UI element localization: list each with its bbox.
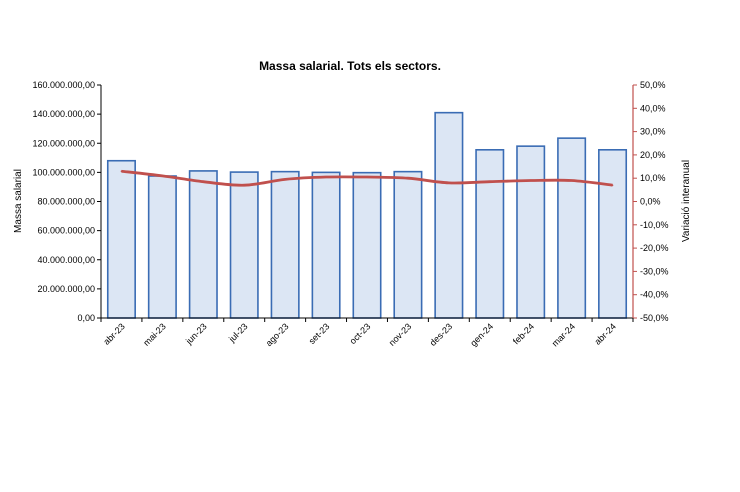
y-tick-label-right: -50,0% <box>640 313 669 323</box>
line-layer <box>120 169 614 187</box>
x-tick-label: abr-23 <box>101 321 126 346</box>
y-tick-label-right: 20,0% <box>640 150 666 160</box>
y-axis-title-left: Massa salarial <box>13 169 24 233</box>
y-tick-label-left: 60.000.000,00 <box>37 226 95 236</box>
bar <box>434 111 464 319</box>
y-tick-label-right: 30,0% <box>640 127 666 137</box>
bar <box>393 170 423 319</box>
x-tick-label: jun-23 <box>183 321 208 346</box>
line-point <box>325 176 327 178</box>
line-point <box>202 180 205 183</box>
y-tick-label-left: 140.000.000,00 <box>32 109 95 119</box>
line-point <box>366 176 368 178</box>
y-tick-label-left: 160.000.000,00 <box>32 80 95 90</box>
x-tick-label: abr-24 <box>592 321 617 346</box>
x-tick-label: des-23 <box>428 321 455 348</box>
bar <box>352 171 382 319</box>
line-point <box>284 178 286 181</box>
x-tick-label: gen-24 <box>468 321 495 348</box>
y-tick-label-left: 120.000.000,00 <box>32 138 95 148</box>
x-tick-label: set-23 <box>307 321 332 346</box>
chart-title: Massa salarial. Tots els sectors. <box>259 59 441 73</box>
y-tick-label-right: 10,0% <box>640 173 666 183</box>
y-tick-label-right: -20,0% <box>640 243 669 253</box>
bar <box>598 149 628 319</box>
bar <box>475 149 505 319</box>
x-tick-label: jul-23 <box>226 321 249 344</box>
line-point <box>161 175 164 177</box>
y-tick-label-left: 100.000.000,00 <box>32 167 95 177</box>
bar <box>270 170 300 319</box>
line-point <box>120 170 123 173</box>
y-tick-label-left: 80.000.000,00 <box>37 197 95 207</box>
line-point <box>570 179 573 182</box>
x-tick-label: mai-23 <box>141 321 168 348</box>
y-tick-label-left: 40.000.000,00 <box>37 255 95 265</box>
bar <box>188 170 218 319</box>
line-point <box>448 182 450 184</box>
y-tick-label-right: -30,0% <box>640 266 669 276</box>
bar <box>229 171 259 319</box>
y-tick-label-right: -10,0% <box>640 220 669 230</box>
x-tick-label: feb-24 <box>511 321 536 346</box>
bar <box>557 137 587 319</box>
bar <box>147 175 177 319</box>
y-tick-label-left: 0,00 <box>77 313 95 323</box>
bar <box>106 159 136 319</box>
y-tick-label-left: 20.000.000,00 <box>37 284 95 294</box>
bar <box>311 171 341 319</box>
line-point <box>529 179 532 182</box>
x-tick-label: mar-24 <box>550 321 577 348</box>
y-axis-title-right: Variació interanual <box>681 160 692 242</box>
line-point <box>407 177 409 179</box>
line-point <box>611 184 614 186</box>
line-point <box>488 180 491 183</box>
y-tick-label-right: -40,0% <box>640 290 669 300</box>
bars-layer <box>106 111 628 319</box>
bar <box>516 145 546 319</box>
x-tick-label: ago-23 <box>264 321 291 348</box>
y-tick-label-right: 0,0% <box>640 197 661 207</box>
x-tick-label: nov-23 <box>387 321 414 348</box>
x-tick-label: oct-23 <box>348 321 373 346</box>
y-tick-label-right: 40,0% <box>640 103 666 113</box>
y-tick-label-right: 50,0% <box>640 80 666 90</box>
line-point <box>243 184 246 186</box>
